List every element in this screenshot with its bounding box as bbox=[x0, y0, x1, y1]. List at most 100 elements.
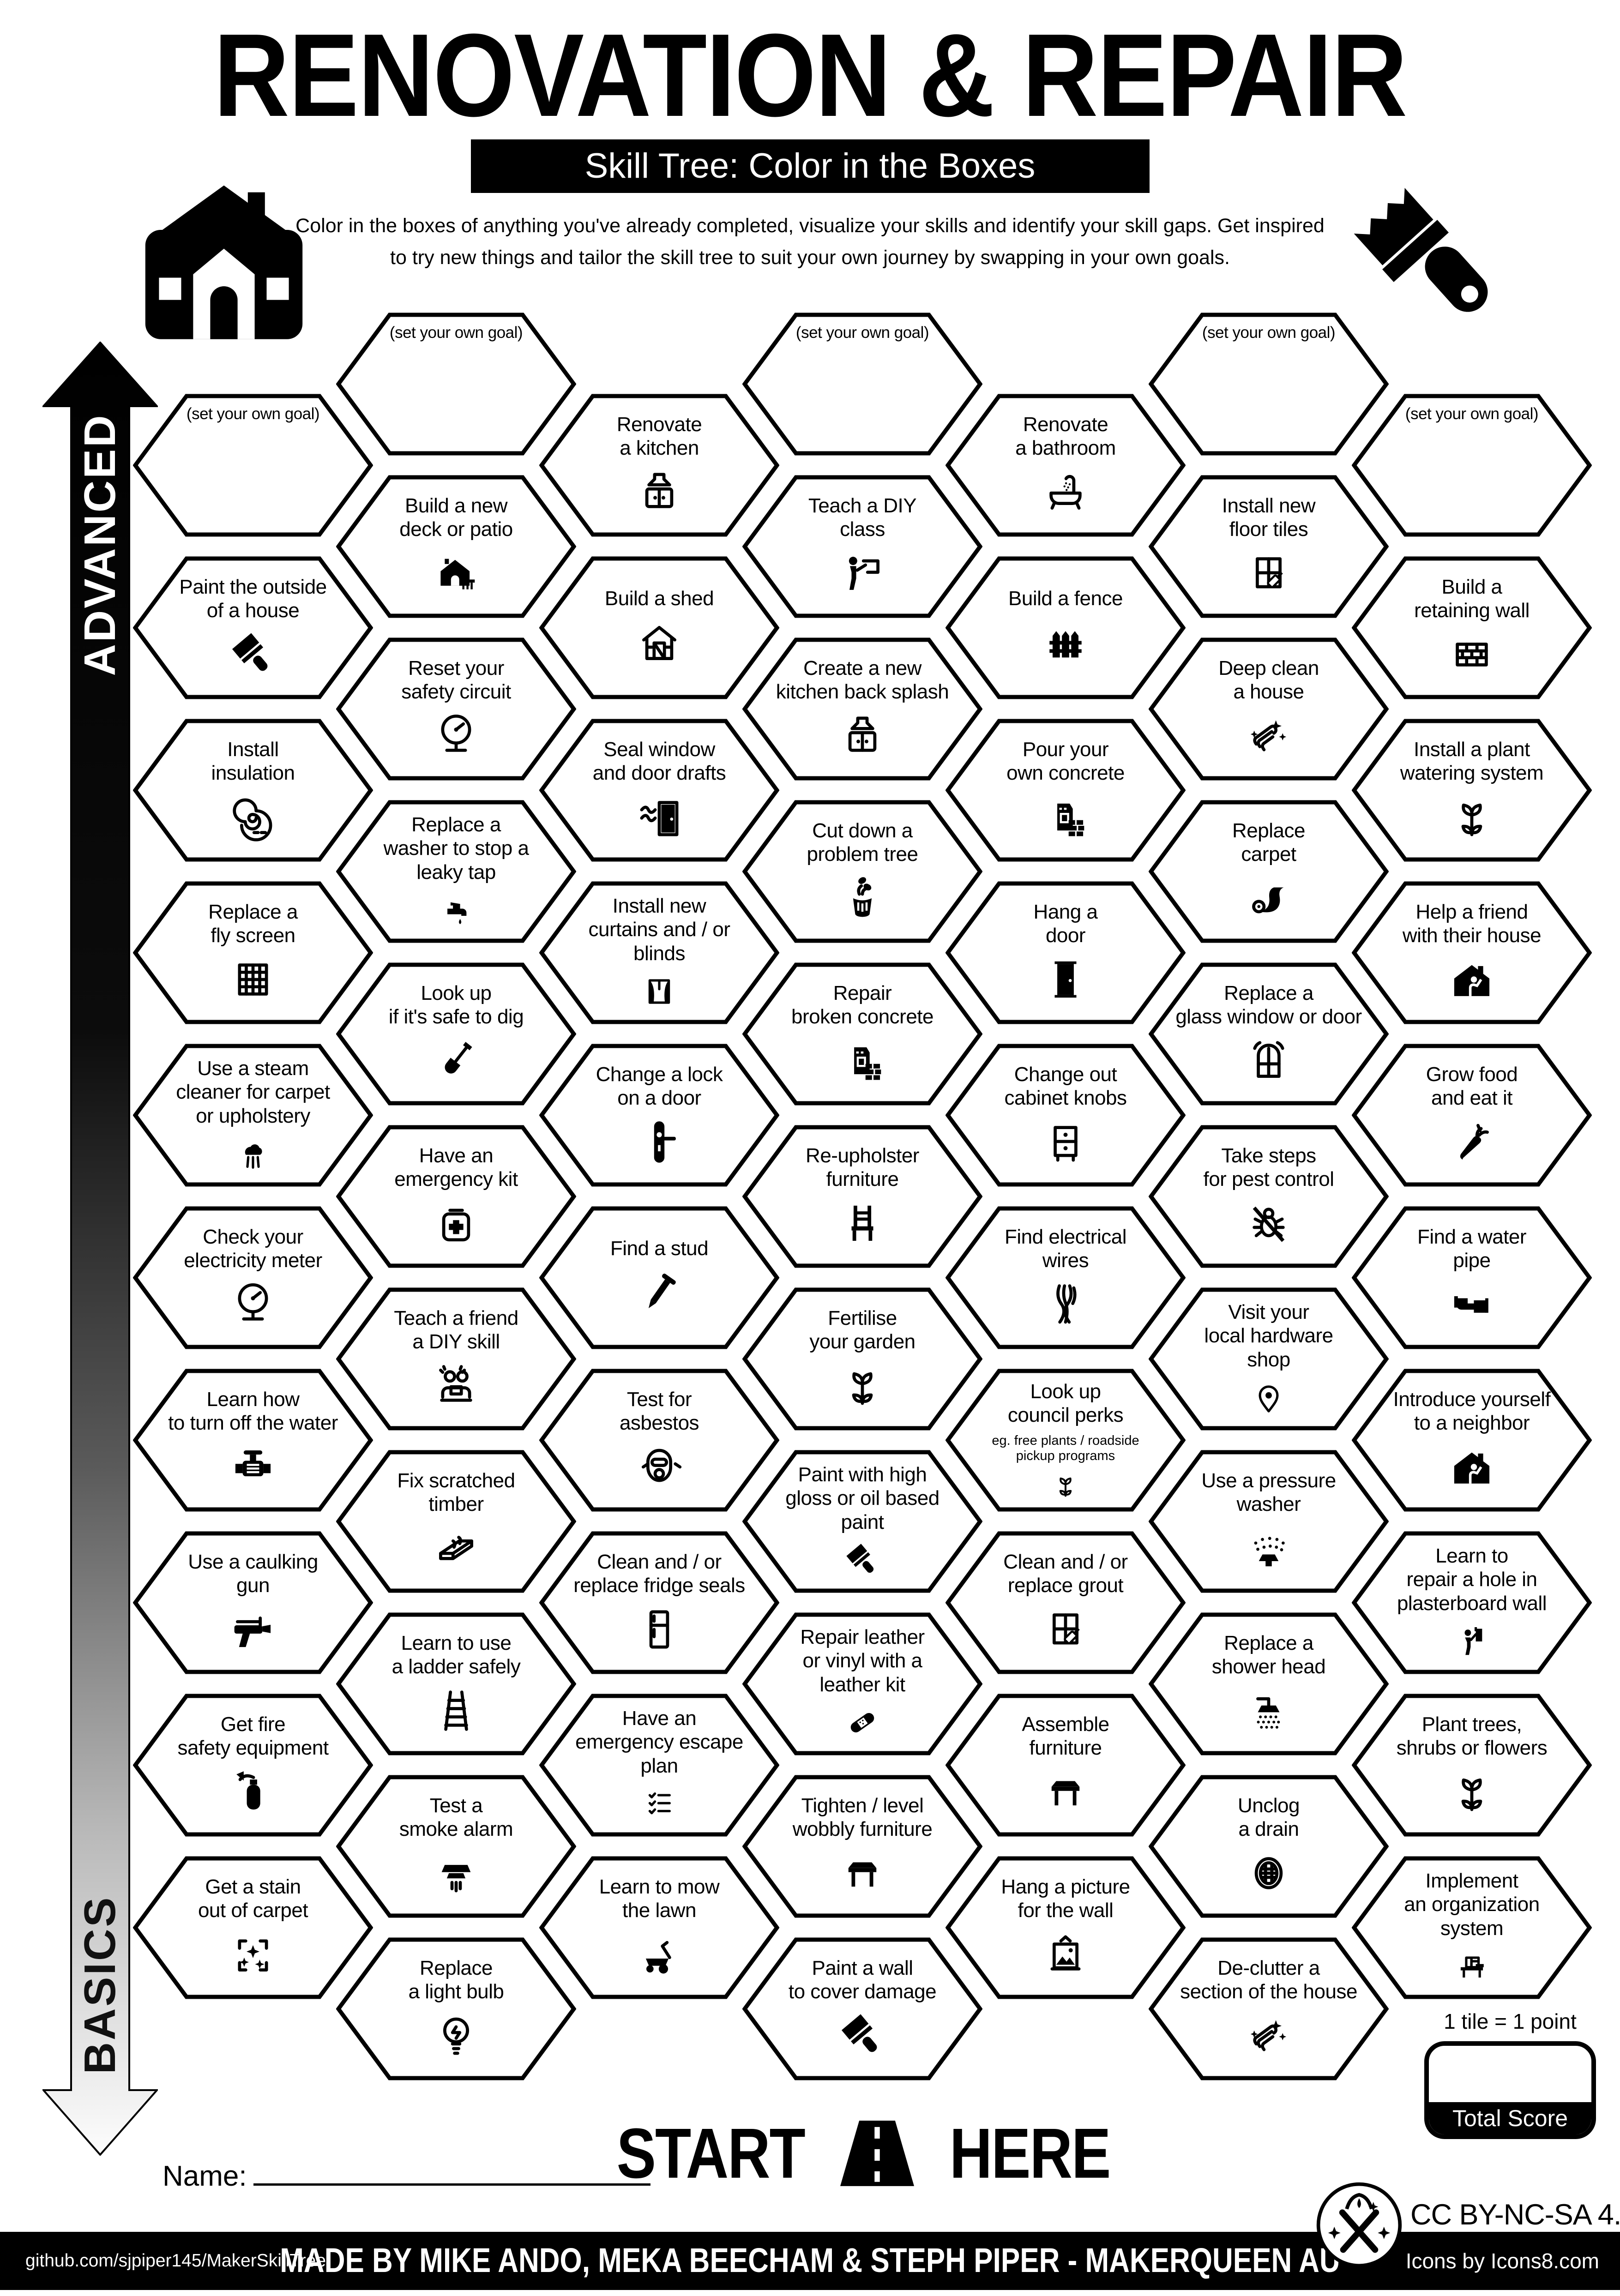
tile-get-a-stain-out-of-carpet[interactable]: Get a stain out of carpet bbox=[133, 1856, 373, 1999]
tile-hang-a-picture-for-the-wall[interactable]: Hang a picture for the wall bbox=[946, 1856, 1186, 1999]
tile-find-a-water-pipe[interactable]: Find a water pipe bbox=[1352, 1206, 1592, 1349]
tile-content: Find a water pipe bbox=[1377, 1211, 1566, 1345]
hex-outline bbox=[336, 1287, 576, 1430]
hex-outline bbox=[742, 313, 982, 456]
tile-build-a-shed[interactable]: Build a shed bbox=[539, 556, 779, 699]
shelf-icon bbox=[1452, 1947, 1492, 1986]
tile-teach-a-diy-class[interactable]: Teach a DIY class bbox=[742, 475, 982, 618]
tile-get-fire-safety-equipment[interactable]: Get fire safety equipment bbox=[133, 1694, 373, 1837]
tile-content: Renovate a kitchen bbox=[565, 398, 754, 532]
hex-outline bbox=[1352, 719, 1592, 862]
tile-hang-a-door[interactable]: Hang a door bbox=[946, 881, 1186, 1024]
tile-replace-a-glass-window-or-door[interactable]: Replace a glass window or door bbox=[1149, 962, 1389, 1106]
tile-fertilise-your-garden[interactable]: Fertilise your garden bbox=[742, 1287, 982, 1430]
tile-build-a-retaining-wall[interactable]: Build a retaining wall bbox=[1352, 556, 1592, 699]
tile-content: Visit your local hardware shop bbox=[1174, 1292, 1363, 1426]
start-label: START bbox=[616, 2114, 806, 2193]
tile-check-your-electricity-meter[interactable]: Check your electricity meter bbox=[133, 1206, 373, 1349]
tile-paint-the-outside-of-a-house[interactable]: Paint the outside of a house bbox=[133, 556, 373, 699]
tile-set-your-own-goal[interactable]: (set your own goal) bbox=[336, 313, 576, 456]
tile-learn-how-to-turn-off-the-water[interactable]: Learn how to turn off the water bbox=[133, 1369, 373, 1512]
tile-assemble-furniture[interactable]: Assemble furniture bbox=[946, 1694, 1186, 1837]
name-input-line[interactable] bbox=[253, 2157, 650, 2186]
tile-take-steps-for-pest-control[interactable]: Take steps for pest control bbox=[1149, 1125, 1389, 1268]
tile-replace-a-washer-to-stop-a-leaky-tap[interactable]: Replace a washer to stop a leaky tap bbox=[336, 800, 576, 943]
tile-implement-an-organization-system[interactable]: Implement an organization system bbox=[1352, 1856, 1592, 1999]
tile-reset-your-safety-circuit[interactable]: Reset your safety circuit bbox=[336, 637, 576, 781]
tile-install-a-plant-watering-system[interactable]: Install a plant watering system bbox=[1352, 719, 1592, 862]
tile-fix-scratched-timber[interactable]: Fix scratched timber bbox=[336, 1450, 576, 1593]
tile-set-your-own-goal[interactable]: (set your own goal) bbox=[742, 313, 982, 456]
tile-replace-carpet[interactable]: Replace carpet bbox=[1149, 800, 1389, 943]
tile-test-for-asbestos[interactable]: Test for asbestos bbox=[539, 1369, 779, 1512]
tile-have-an-emergency-escape-plan[interactable]: Have an emergency escape plan bbox=[539, 1694, 779, 1837]
tile-learn-to-mow-the-lawn[interactable]: Learn to mow the lawn bbox=[539, 1856, 779, 1999]
total-score-box[interactable]: Total Score bbox=[1424, 2041, 1596, 2139]
tile-paint-a-wall-to-cover-damage[interactable]: Paint a wall to cover damage bbox=[742, 1937, 982, 2080]
tile-install-new-floor-tiles[interactable]: Install new floor tiles bbox=[1149, 475, 1389, 618]
tile-set-your-own-goal[interactable]: (set your own goal) bbox=[1149, 313, 1389, 456]
tile-content: Get a stain out of carpet bbox=[158, 1861, 348, 1995]
tile-build-a-fence[interactable]: Build a fence bbox=[946, 556, 1186, 699]
tile-build-a-new-deck-or-patio[interactable]: Build a new deck or patio bbox=[336, 475, 576, 618]
tile-replace-a-light-bulb[interactable]: Replace a light bulb bbox=[336, 1937, 576, 2080]
hex-outline bbox=[1149, 475, 1389, 618]
tile-test-a-smoke-alarm[interactable]: Test a smoke alarm bbox=[336, 1775, 576, 1918]
tile-clean-and-or-replace-fridge-seals[interactable]: Clean and / or replace fridge seals bbox=[539, 1531, 779, 1674]
tile-content: Paint with high gloss or oil based paint bbox=[768, 1455, 957, 1588]
tile-change-a-lock-on-a-door[interactable]: Change a lock on a door bbox=[539, 1044, 779, 1187]
tree-stump-icon bbox=[837, 872, 888, 924]
tile-label: Replace a fly screen bbox=[208, 900, 298, 947]
tile-install-new-curtains-and-or-blinds[interactable]: Install new curtains and / or blinds bbox=[539, 881, 779, 1024]
tile-unclog-a-drain[interactable]: Unclog a drain bbox=[1149, 1775, 1389, 1918]
tile-look-up-if-it-s-safe-to-dig[interactable]: Look up if it's safe to dig bbox=[336, 962, 576, 1106]
tile-renovate-a-bathroom[interactable]: Renovate a bathroom bbox=[946, 394, 1186, 537]
tile-pour-your-own-concrete[interactable]: Pour your own concrete bbox=[946, 719, 1186, 862]
tile-change-out-cabinet-knobs[interactable]: Change out cabinet knobs bbox=[946, 1044, 1186, 1187]
tile-use-a-steam-cleaner-for-carpet-or-upholstery[interactable]: Use a steam cleaner for carpet or uphols… bbox=[133, 1044, 373, 1187]
tile-visit-your-local-hardware-shop[interactable]: Visit your local hardware shop bbox=[1149, 1287, 1389, 1430]
door-icon bbox=[1040, 954, 1091, 1005]
tile-grow-food-and-eat-it[interactable]: Grow food and eat it bbox=[1352, 1044, 1592, 1187]
hex-outline bbox=[133, 1044, 373, 1187]
tile-tighten-level-wobbly-furniture[interactable]: Tighten / level wobbly furniture bbox=[742, 1775, 982, 1918]
tile-cut-down-a-problem-tree[interactable]: Cut down a problem tree bbox=[742, 800, 982, 943]
tile-label: Take steps for pest control bbox=[1203, 1144, 1334, 1190]
tile-find-electrical-wires[interactable]: Find electrical wires bbox=[946, 1206, 1186, 1349]
meter-gauge-icon bbox=[227, 1279, 279, 1330]
tile-learn-to-repair-a-hole-in-plasterboard-wall[interactable]: Learn to repair a hole in plasterboard w… bbox=[1352, 1531, 1592, 1674]
tile-introduce-yourself-to-a-neighbor[interactable]: Introduce yourself to a neighbor bbox=[1352, 1369, 1592, 1512]
tile-repair-broken-concrete[interactable]: Repair broken concrete bbox=[742, 962, 982, 1106]
tile-teach-a-friend-a-diy-skill[interactable]: Teach a friend a DIY skill bbox=[336, 1287, 576, 1430]
hex-outline bbox=[336, 962, 576, 1106]
tile-install-insulation[interactable]: Install insulation bbox=[133, 719, 373, 862]
tile-deep-clean-a-house[interactable]: Deep clean a house bbox=[1149, 637, 1389, 781]
tile-find-a-stud[interactable]: Find a stud bbox=[539, 1206, 779, 1349]
tile-set-your-own-goal[interactable]: (set your own goal) bbox=[1352, 394, 1592, 537]
tile-seal-window-and-door-drafts[interactable]: Seal window and door drafts bbox=[539, 719, 779, 862]
tile-set-your-own-goal[interactable]: (set your own goal) bbox=[133, 394, 373, 537]
tile-plant-trees-shrubs-or-flowers[interactable]: Plant trees, shrubs or flowers bbox=[1352, 1694, 1592, 1837]
tile-create-a-new-kitchen-back-splash[interactable]: Create a new kitchen back splash bbox=[742, 637, 982, 781]
tile-paint-with-high-gloss-or-oil-based-paint[interactable]: Paint with high gloss or oil based paint bbox=[742, 1450, 982, 1593]
tile-help-a-friend-with-their-house[interactable]: Help a friend with their house bbox=[1352, 881, 1592, 1024]
hex-outline bbox=[742, 800, 982, 943]
tile-label: Paint with high gloss or oil based paint bbox=[785, 1463, 939, 1533]
tile-de-clutter-a-section-of-the-house[interactable]: De-clutter a section of the house bbox=[1149, 1937, 1389, 2080]
tile-replace-a-shower-head[interactable]: Replace a shower head bbox=[1149, 1612, 1389, 1755]
tile-re-upholster-furniture[interactable]: Re-upholster furniture bbox=[742, 1125, 982, 1268]
score-note: 1 tile = 1 point bbox=[1444, 2009, 1577, 2033]
tile-replace-a-fly-screen[interactable]: Replace a fly screen bbox=[133, 881, 373, 1024]
tile-have-an-emergency-kit[interactable]: Have an emergency kit bbox=[336, 1125, 576, 1268]
fire-extinguisher-icon bbox=[227, 1766, 279, 1818]
tile-look-up-council-perks[interactable]: Look up council perks eg. free plants / r… bbox=[946, 1369, 1186, 1512]
tile-renovate-a-kitchen[interactable]: Renovate a kitchen bbox=[539, 394, 779, 537]
respirator-mask-icon bbox=[633, 1441, 685, 1493]
two-people-laptop-icon bbox=[430, 1360, 482, 1412]
tile-learn-to-use-a-ladder-safely[interactable]: Learn to use a ladder safely bbox=[336, 1612, 576, 1755]
tile-clean-and-or-replace-grout[interactable]: Clean and / or replace grout bbox=[946, 1531, 1186, 1674]
tile-use-a-caulking-gun[interactable]: Use a caulking gun bbox=[133, 1531, 373, 1674]
tile-repair-leather-or-vinyl-with-a-leather-kit[interactable]: Repair leather or vinyl with a leather k… bbox=[742, 1612, 982, 1755]
tile-use-a-pressure-washer[interactable]: Use a pressure washer bbox=[1149, 1450, 1389, 1593]
tile-content: Check your electricity meter bbox=[158, 1211, 348, 1345]
